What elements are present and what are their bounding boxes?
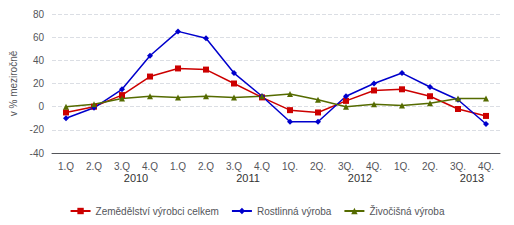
svg-text:v % meziročně: v % meziročně xyxy=(8,50,19,116)
svg-text:1Q.: 1Q. xyxy=(394,161,410,172)
svg-text:3Q.: 3Q. xyxy=(450,161,466,172)
svg-text:3.Q: 3.Q xyxy=(114,161,130,172)
svg-text:2.Q: 2.Q xyxy=(198,161,214,172)
svg-text:2010: 2010 xyxy=(124,172,148,184)
svg-text:Zemědělství výrobci celkem: Zemědělství výrobci celkem xyxy=(96,206,219,217)
svg-text:2012: 2012 xyxy=(348,172,372,184)
svg-text:20: 20 xyxy=(33,78,45,89)
svg-text:40: 40 xyxy=(33,55,45,66)
svg-text:0: 0 xyxy=(38,101,44,112)
svg-text:4Q.: 4Q. xyxy=(478,161,494,172)
svg-text:2Q.: 2Q. xyxy=(422,161,438,172)
svg-text:3Q.: 3Q. xyxy=(338,161,354,172)
svg-text:2Q.: 2Q. xyxy=(310,161,326,172)
svg-text:Živočišná výroba: Živočišná výroba xyxy=(369,205,444,217)
svg-text:1.Q: 1.Q xyxy=(58,161,74,172)
svg-text:60: 60 xyxy=(33,32,45,43)
svg-text:1Q.: 1Q. xyxy=(282,161,298,172)
svg-text:4Q.: 4Q. xyxy=(366,161,382,172)
svg-text:2011: 2011 xyxy=(236,172,260,184)
svg-text:Rostlinná výroba: Rostlinná výroba xyxy=(257,206,332,217)
svg-text:4.Q: 4.Q xyxy=(254,161,270,172)
svg-text:3.Q: 3.Q xyxy=(226,161,242,172)
svg-text:-40: -40 xyxy=(30,148,45,159)
svg-text:2.Q: 2.Q xyxy=(86,161,102,172)
svg-text:80: 80 xyxy=(33,9,45,20)
svg-text:4.Q: 4.Q xyxy=(142,161,158,172)
svg-text:-20: -20 xyxy=(30,124,45,135)
svg-text:1.Q: 1.Q xyxy=(170,161,186,172)
svg-text:2013: 2013 xyxy=(460,172,484,184)
